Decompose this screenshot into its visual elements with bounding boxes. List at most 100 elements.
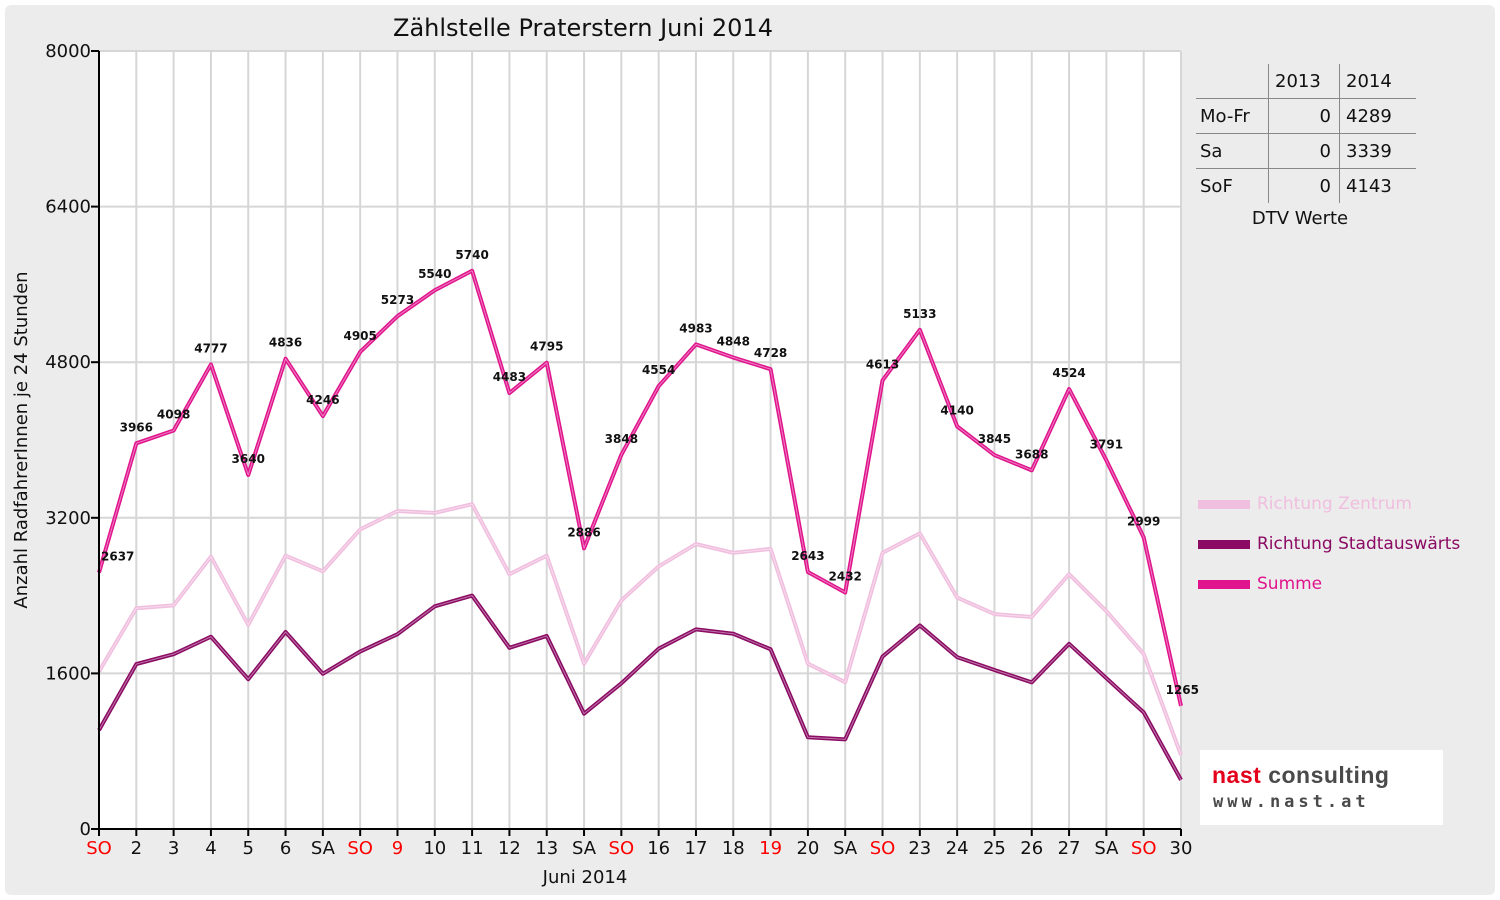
legend-swatch-stadtauswaerts (1198, 539, 1250, 549)
logo-part2: consulting (1268, 762, 1390, 788)
series-1 (97, 593, 1183, 781)
logo-part1: nast (1212, 762, 1262, 788)
data-label: 3640 (232, 452, 265, 466)
data-label: 3848 (605, 432, 638, 446)
dtv-value-2013: 0 (1268, 133, 1340, 169)
legend-label-summe: Summe (1257, 574, 1323, 594)
series-group (97, 268, 1183, 781)
series-line-highlight (98, 595, 1182, 781)
axes (98, 51, 1181, 830)
legend-swatch-zentrum (1198, 499, 1250, 509)
x-tick-label: 4 (205, 838, 216, 859)
legend-item-stadtauswaerts: Richtung Stadtauswärts (1198, 534, 1460, 554)
data-label: 4554 (642, 363, 675, 377)
series-line (97, 268, 1183, 707)
x-tick-label: 6 (280, 838, 291, 859)
series-2 (97, 268, 1183, 707)
dtv-value-2014: 3339 (1339, 133, 1416, 169)
x-tick-label: 10 (423, 838, 446, 859)
x-tick-label: 16 (647, 838, 670, 859)
y-tick-label: 8000 (45, 41, 91, 62)
dtv-value-2013: 0 (1268, 98, 1340, 134)
legend-swatch-summe (1198, 579, 1250, 589)
data-label: 2432 (829, 569, 862, 583)
series-line (97, 502, 1183, 756)
dtv-header-2014: 2014 (1339, 64, 1416, 99)
series-0 (97, 502, 1183, 756)
x-tick-label: 18 (722, 838, 745, 859)
logo-url: www.nast.at (1213, 792, 1370, 812)
x-tick-label: 23 (908, 838, 931, 859)
data-label: 1265 (1166, 683, 1199, 697)
data-label: 4777 (194, 341, 227, 355)
x-tick-label: 25 (983, 838, 1006, 859)
dtv-value-2013: 0 (1268, 168, 1340, 203)
dtv-row-mofr: Mo-Fr 0 4289 (1196, 98, 1416, 134)
series-line (97, 593, 1183, 781)
data-label: 4848 (717, 335, 750, 349)
nast-consulting-logo: nast consulting www.nast.at (1200, 750, 1443, 825)
x-tick-label: 26 (1020, 838, 1043, 859)
x-tick-label: 9 (392, 838, 403, 859)
legend-item-summe: Summe (1198, 574, 1322, 594)
data-label: 2643 (791, 549, 824, 563)
y-tick-label: 6400 (45, 197, 91, 218)
data-label: 4246 (306, 393, 339, 407)
data-label: 4836 (269, 336, 302, 350)
x-tick-label: 5 (243, 838, 254, 859)
data-label: 4983 (679, 321, 712, 335)
dtv-row-label: Mo-Fr (1196, 98, 1269, 134)
series-line-highlight (98, 503, 1182, 756)
dtv-caption: DTV Werte (1251, 208, 1349, 229)
x-tick-label: SO (347, 838, 373, 859)
series-line-highlight (98, 270, 1182, 707)
data-label: 2886 (567, 525, 600, 539)
data-label: 4795 (530, 340, 563, 354)
x-tick-label: SA (572, 838, 597, 859)
legend-label-stadtauswaerts: Richtung Stadtauswärts (1257, 534, 1461, 554)
data-label: 4524 (1052, 366, 1085, 380)
data-label: 5540 (418, 267, 451, 281)
data-label: 5740 (455, 248, 488, 262)
y-tick-label: 3200 (45, 508, 91, 529)
data-label: 2637 (101, 550, 134, 564)
legend-item-zentrum: Richtung Zentrum (1198, 494, 1412, 514)
x-tick-label: 2 (131, 838, 142, 859)
dtv-header-row: 2013 2014 (1196, 64, 1416, 99)
y-tick-label: 0 (80, 819, 91, 840)
x-tick-label: 13 (535, 838, 558, 859)
data-label: 4728 (754, 346, 787, 360)
data-label: 4613 (866, 357, 899, 371)
data-label: 5133 (903, 307, 936, 321)
x-tick-label: SA (833, 838, 858, 859)
dtv-header-2013: 2013 (1268, 64, 1340, 99)
data-label: 4098 (157, 407, 190, 421)
dtv-table: 2013 2014 Mo-Fr 0 4289 Sa 0 3339 SoF 0 4… (1196, 64, 1416, 203)
dtv-row-label: Sa (1196, 133, 1269, 169)
x-tick-label: SO (609, 838, 635, 859)
y-tick-label: 1600 (45, 663, 91, 684)
x-tick-label: 30 (1170, 838, 1193, 859)
data-labels: 2637 3966 4098 4777 3640 4836 4246 4905 5273 5540… (101, 248, 1199, 697)
x-tick-label: 19 (759, 838, 782, 859)
data-label: 3966 (120, 420, 153, 434)
plot-area (99, 51, 1181, 829)
data-label: 3791 (1090, 437, 1123, 451)
x-tick-label: 24 (946, 838, 969, 859)
dtv-value-2014: 4289 (1339, 98, 1416, 134)
x-tick-label: SA (1094, 838, 1119, 859)
x-axis-title: Juni 2014 (542, 867, 628, 888)
x-tick-label: 12 (498, 838, 521, 859)
data-label: 4140 (940, 403, 973, 417)
dtv-row-sa: Sa 0 3339 (1196, 133, 1416, 169)
data-label: 5273 (381, 293, 414, 307)
x-tick-label: SA (311, 838, 336, 859)
dtv-value-2014: 4143 (1339, 168, 1416, 203)
y-tick-label: 4800 (45, 352, 91, 373)
x-tick-label: SO (870, 838, 896, 859)
data-label: 2999 (1127, 514, 1160, 528)
data-label: 4905 (343, 329, 376, 343)
x-tick-label: SO (86, 838, 112, 859)
